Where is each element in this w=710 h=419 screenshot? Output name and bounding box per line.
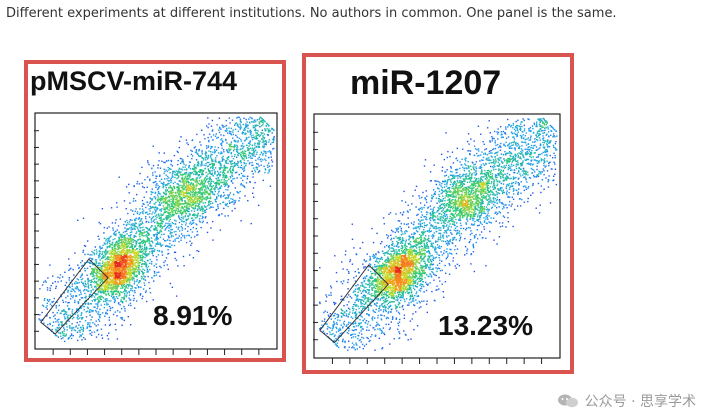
scatter-points-1 <box>38 116 275 343</box>
caption: Different experiments at different insti… <box>6 6 617 21</box>
wechat-icon <box>557 393 579 409</box>
percentage-label-1: 8.91% <box>153 300 233 331</box>
axis-ticks-2 <box>313 131 543 364</box>
gate-polygon-2 <box>319 264 389 344</box>
panel-title-1: pMSCV-miR-744 <box>30 66 238 96</box>
scatter-points-2 <box>319 117 558 351</box>
watermark-text: 公众号 · 思享学术 <box>584 394 696 410</box>
flow-plot-2 <box>313 113 561 364</box>
percentage-label-2: 13.23% <box>438 310 533 341</box>
axis-ticks-1 <box>34 130 260 355</box>
gate-polygon-1 <box>40 258 109 335</box>
flow-plot-1 <box>34 112 278 355</box>
panel-title-2: miR-1207 <box>350 64 502 102</box>
watermark: 公众号 · 思享学术 <box>557 391 696 411</box>
